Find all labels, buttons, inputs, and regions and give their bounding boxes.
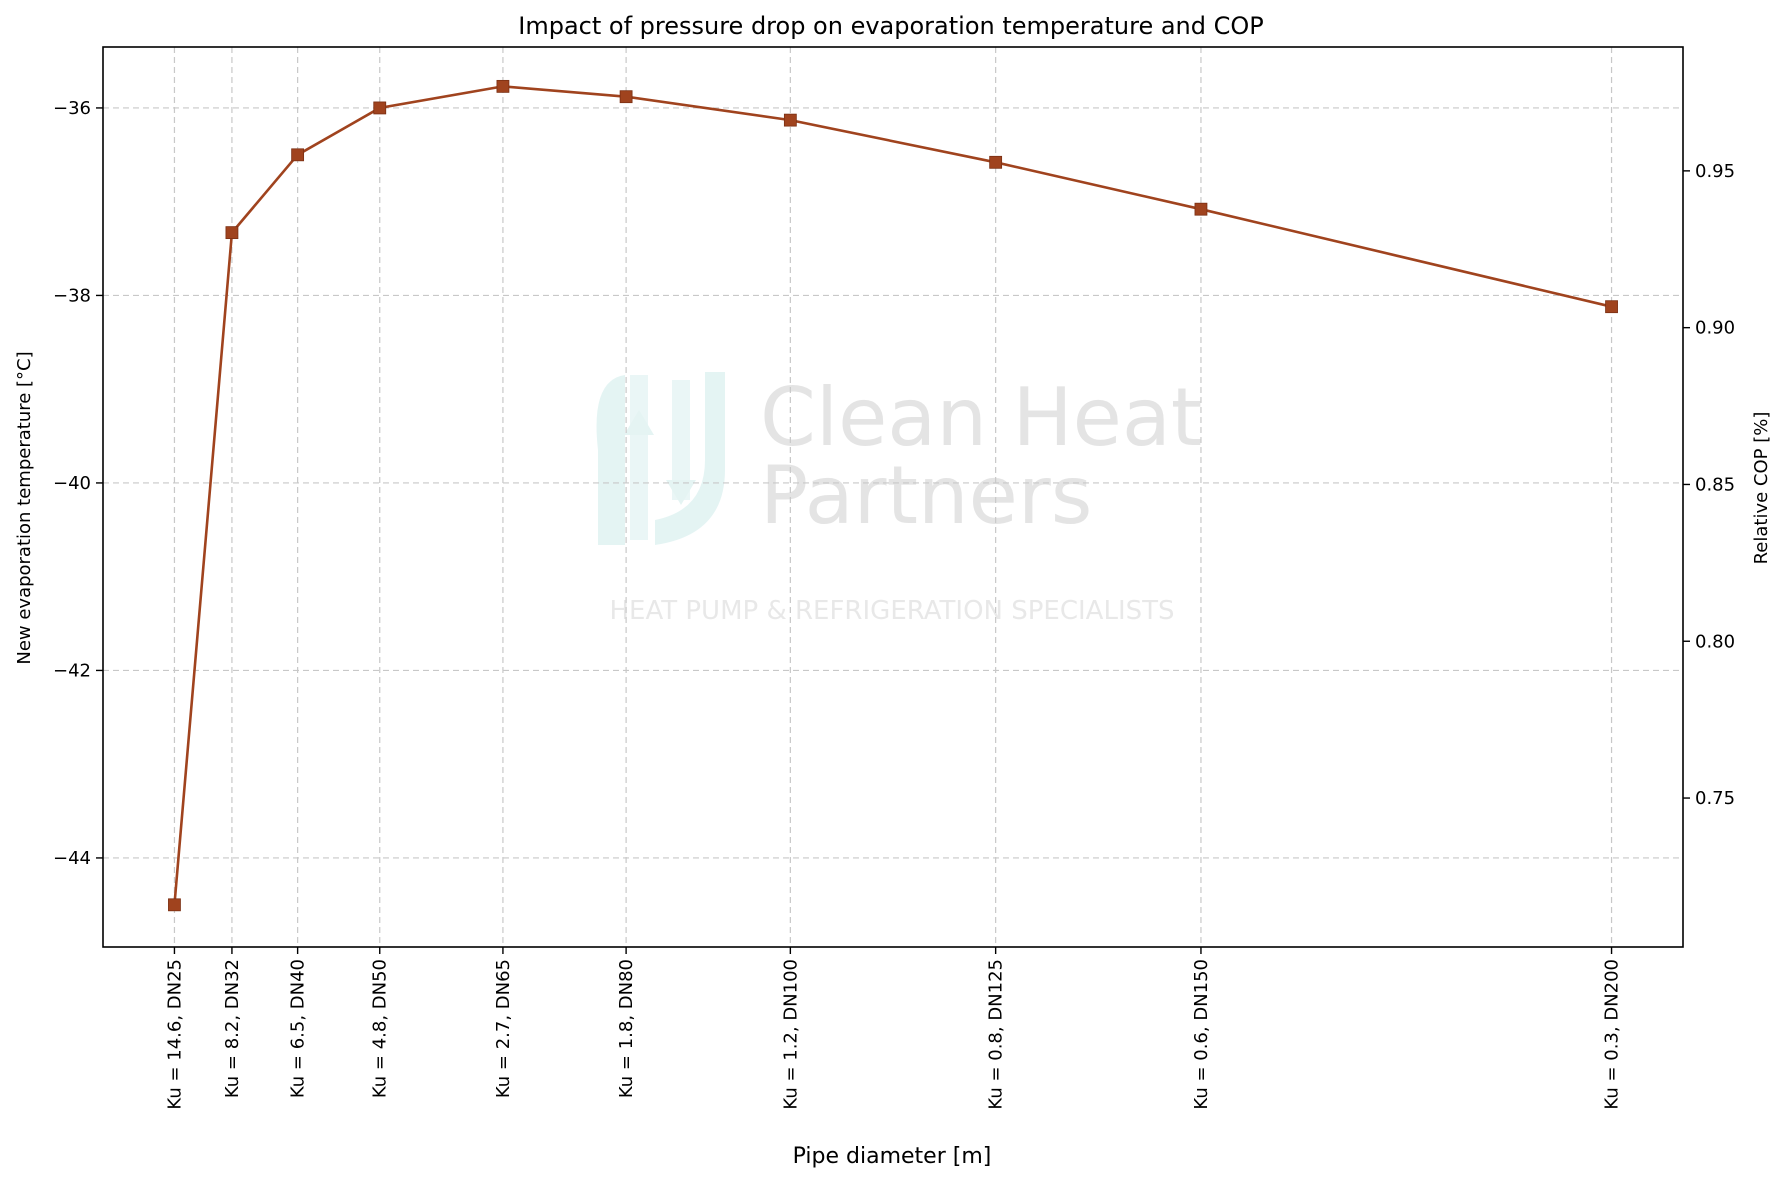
- x-tick-label: Ku = 14.6, DN25: [164, 959, 185, 1110]
- y-tick-label: −38: [53, 285, 91, 306]
- watermark: Clean Heat Partners HEAT PUMP & REFRIGER…: [596, 371, 1202, 626]
- marker-layer: [168, 79, 1618, 912]
- x-tick-label: Ku = 0.3, DN200: [1602, 959, 1623, 1110]
- data-point-marker: [1605, 300, 1618, 314]
- data-point-marker: [373, 101, 387, 115]
- x-tick-label: Ku = 4.8, DN50: [370, 959, 391, 1098]
- y2-tick-label: 0.80: [1695, 631, 1735, 652]
- grid-layer: [103, 47, 1683, 947]
- data-point-marker: [989, 155, 1003, 169]
- x-tick-label: Ku = 2.7, DN65: [493, 959, 514, 1098]
- x-ticks: Ku = 14.6, DN25 Ku = 8.2, DN32 Ku = 6.5, D…: [164, 947, 1623, 1110]
- series-line-layer: [173, 85, 1612, 905]
- data-point-marker: [496, 79, 510, 93]
- data-point-marker: [291, 148, 305, 162]
- plot-frame: [102, 46, 1684, 948]
- y-tick-label: −44: [53, 848, 91, 869]
- watermark-line1: Clean Heat: [760, 371, 1202, 464]
- y-tick-label: −40: [53, 473, 91, 494]
- y2-tick-label: 0.95: [1695, 161, 1735, 182]
- y-tick-label: −42: [53, 660, 91, 681]
- y2-axis-label: Relative COP [%]: [1751, 412, 1772, 565]
- y2-tick-label: 0.90: [1695, 318, 1735, 339]
- x-tick-label: Ku = 0.6, DN150: [1191, 959, 1212, 1110]
- data-point-marker: [225, 226, 239, 240]
- x-tick-label: Ku = 8.2, DN32: [222, 959, 243, 1098]
- chart-title: Impact of pressure drop on evaporation t…: [518, 12, 1264, 40]
- heat-pump-arrows-logo: [596, 372, 725, 545]
- x-tick-label: Ku = 0.8, DN125: [986, 959, 1007, 1110]
- data-point-marker: [1194, 202, 1208, 216]
- x-axis-label: Pipe diameter [m]: [793, 1144, 992, 1169]
- watermark-tagline: HEAT PUMP & REFRIGERATION SPECIALISTS: [609, 596, 1174, 626]
- y2-tick-label: 0.85: [1695, 474, 1735, 495]
- series-line: [173, 85, 1612, 905]
- x-tick-label: Ku = 6.5, DN40: [288, 959, 309, 1098]
- y-axis-label: New evaporation temperature [°C]: [14, 351, 35, 664]
- x-tick-label: Ku = 1.8, DN80: [616, 959, 637, 1098]
- data-point-marker: [168, 898, 181, 912]
- y-tick-label: −36: [53, 98, 91, 119]
- y2-tick-label: 0.75: [1695, 788, 1735, 809]
- watermark-line2: Partners: [760, 449, 1092, 542]
- data-point-marker: [783, 113, 797, 127]
- left-y-ticks: −44 −42 −40 −38 −36: [53, 98, 103, 869]
- data-point-marker: [619, 90, 633, 104]
- x-tick-label: Ku = 1.2, DN100: [780, 959, 801, 1110]
- right-y-ticks: 0.75 0.80 0.85 0.90 0.95: [1683, 161, 1735, 809]
